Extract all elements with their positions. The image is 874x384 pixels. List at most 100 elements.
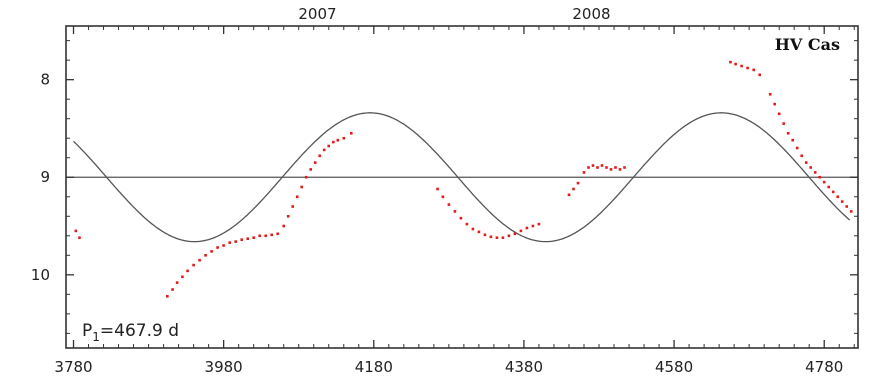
data-point [78,236,81,239]
data-point [845,205,848,208]
data-point [582,171,586,174]
data-point [342,136,346,140]
period-annotation: P1=467.9 d [82,321,179,344]
data-point [507,234,511,238]
data-point [758,73,761,77]
data-point [791,138,794,142]
data-point [729,60,732,64]
data-point [222,244,225,247]
data-point [777,112,781,116]
data-point [531,224,535,228]
data-point [216,246,219,249]
y-tick-label: 10 [31,266,50,284]
data-point [587,166,590,169]
data-point [228,241,231,244]
data-point [313,161,317,164]
data-point [276,232,279,236]
data-point [818,175,821,179]
data-point [246,237,249,240]
data-point [489,235,493,239]
data-point [567,193,571,197]
y-tick-label: 8 [40,71,50,89]
period-annotation-subscript: 1 [92,330,100,344]
data-point [453,210,457,213]
data-point [465,222,469,226]
plot-frame [65,25,859,349]
data-point [740,64,743,68]
data-point [332,140,335,144]
x-tick-label: 3980 [205,358,243,376]
data-point [822,180,826,184]
data-point [786,132,790,135]
data-point [441,195,445,199]
data-point [591,164,595,167]
data-point [175,281,179,284]
data-point [166,295,169,298]
data-point [519,229,523,233]
data-point [795,146,799,150]
data-point [513,232,517,236]
data-point [804,161,808,164]
x-tick-label: 4380 [505,358,543,376]
data-point [295,195,299,199]
data-point [322,148,326,152]
data-point [186,269,189,273]
x-tick-label: 4780 [805,358,843,376]
data-point [300,185,303,189]
data-point [270,233,273,237]
data-point [483,233,487,237]
fit-curve [73,112,851,243]
data-point [234,240,237,243]
data-point [286,215,290,218]
data-point [459,216,463,220]
x-tick-label: 4580 [655,358,693,376]
data-point [318,154,321,158]
data-point [252,236,255,239]
data-point [198,258,201,262]
data-point [746,66,749,70]
top-axis-year-label: 2007 [298,5,336,23]
data-point [618,168,622,171]
fit-curve-layer [73,112,851,243]
data-point [258,234,261,238]
data-point [501,236,505,239]
data-point [809,166,812,169]
period-annotation-value: =467.9 d [100,321,179,341]
data-point [813,171,817,174]
axis-labels-layer: 3780 3980 4180 4380 4580 4780 8 9 10 2007 2008 [31,5,843,376]
data-point [572,187,575,191]
data-point [327,144,330,148]
x-tick-label: 3780 [54,358,92,376]
data-point [192,263,195,267]
data-point [827,185,830,189]
data-point [495,236,499,239]
axis-ticks-layer [66,26,858,348]
data-point [264,234,267,238]
data-point [309,168,312,171]
data-point [336,138,340,142]
data-point [471,227,475,231]
y-tick-label: 9 [40,168,50,186]
data-point [525,226,529,230]
data-point [210,250,213,253]
observation-points-layer [74,60,853,298]
data-point [447,203,451,206]
data-point [836,195,839,199]
data-point [436,187,439,191]
data-point [614,166,617,169]
data-point [74,229,78,233]
data-point [240,238,243,241]
data-point [768,93,772,96]
data-point [171,288,174,291]
data-point [291,205,294,208]
data-point [304,175,308,179]
data-point [537,222,541,226]
data-point [782,122,785,125]
data-point [204,254,207,257]
data-point [773,102,776,106]
x-tick-label: 4180 [355,358,393,376]
data-point [181,275,184,279]
data-point [831,190,835,194]
data-point [576,181,580,185]
